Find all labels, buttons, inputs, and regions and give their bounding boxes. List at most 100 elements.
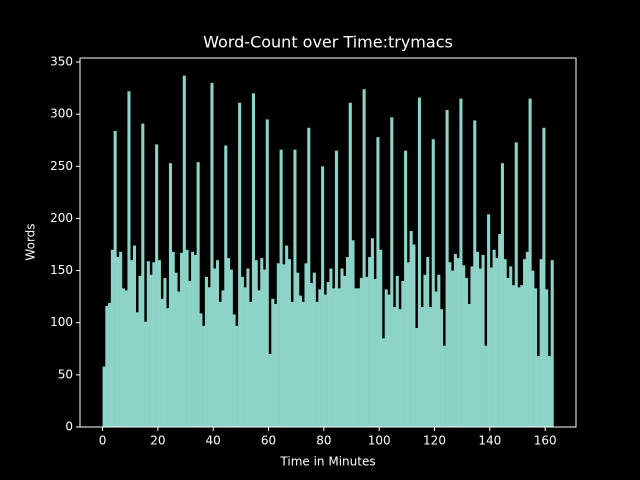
bar — [224, 145, 228, 427]
bar — [279, 149, 283, 428]
bar — [108, 302, 112, 427]
bar — [254, 260, 258, 427]
bar — [274, 303, 278, 427]
bar — [124, 290, 128, 427]
bar — [315, 301, 319, 427]
bar — [193, 254, 197, 427]
bar — [467, 303, 471, 427]
bar — [227, 258, 231, 427]
bar — [207, 287, 211, 427]
bar — [199, 313, 203, 427]
bar — [116, 257, 120, 427]
bar — [290, 301, 294, 427]
bar — [249, 301, 253, 427]
x-tick-label: 80 — [316, 434, 331, 448]
y-tick-label: 250 — [50, 159, 73, 173]
bar — [301, 301, 305, 427]
bar — [332, 288, 336, 427]
bar — [260, 258, 264, 427]
bar — [157, 260, 161, 427]
bar — [545, 289, 549, 427]
bar — [370, 238, 374, 427]
bar — [498, 234, 502, 427]
bar — [536, 356, 540, 427]
bar — [442, 345, 446, 427]
bar — [180, 252, 184, 427]
bar — [307, 127, 311, 427]
bar — [547, 356, 551, 427]
bar — [138, 275, 142, 427]
bar — [282, 264, 286, 427]
bar — [451, 270, 455, 427]
bar — [155, 144, 159, 427]
bar — [365, 276, 369, 427]
bar — [310, 283, 314, 427]
bar — [495, 258, 499, 427]
bar — [185, 249, 189, 427]
x-tick-label: 20 — [150, 434, 165, 448]
bar — [321, 166, 325, 428]
bar — [323, 294, 327, 427]
bar — [373, 278, 377, 427]
bar — [539, 259, 543, 427]
bar — [440, 309, 444, 427]
bar — [271, 298, 275, 427]
bar — [113, 130, 117, 427]
bar — [163, 277, 167, 427]
bar — [473, 120, 477, 427]
bar — [340, 268, 344, 427]
bar — [464, 277, 468, 427]
y-tick-label: 100 — [50, 315, 73, 329]
bar — [160, 298, 164, 427]
bar — [393, 307, 397, 427]
bar — [304, 263, 308, 427]
bar — [119, 251, 123, 427]
bar — [257, 290, 261, 427]
bar — [390, 117, 394, 428]
bar — [318, 289, 322, 427]
bar — [406, 262, 410, 427]
bar — [132, 245, 137, 427]
bar — [196, 162, 200, 427]
bar — [387, 294, 391, 427]
bar — [420, 307, 424, 427]
bar — [218, 301, 222, 427]
bar — [475, 251, 480, 427]
bar — [359, 277, 363, 427]
bar — [246, 268, 250, 427]
bar — [343, 275, 347, 427]
bar — [514, 142, 518, 427]
bar — [182, 75, 186, 427]
bar — [415, 327, 419, 427]
bar — [215, 260, 220, 427]
bar — [431, 139, 435, 427]
bar — [487, 214, 491, 427]
chart-title: Word-Count over Time:trymacs — [203, 33, 453, 52]
bar — [401, 281, 405, 427]
bar — [412, 244, 416, 427]
bar — [384, 289, 388, 427]
bar — [262, 269, 267, 427]
bar — [229, 269, 233, 427]
bar — [276, 263, 280, 427]
bar — [296, 272, 300, 427]
bar — [426, 257, 430, 427]
y-tick-label: 0 — [65, 420, 73, 434]
bar — [357, 288, 361, 427]
axes-frame — [79, 57, 577, 428]
y-tick-label: 350 — [50, 55, 73, 69]
bar — [428, 307, 433, 427]
bar — [293, 149, 297, 428]
bar — [511, 285, 516, 427]
bar — [221, 290, 225, 427]
bar — [362, 89, 366, 428]
bar — [368, 257, 372, 427]
bar — [379, 249, 383, 427]
bar — [329, 268, 333, 427]
bar — [135, 312, 139, 427]
bar — [506, 277, 510, 427]
bar — [523, 259, 527, 427]
bar — [243, 287, 247, 427]
bar — [238, 102, 242, 427]
